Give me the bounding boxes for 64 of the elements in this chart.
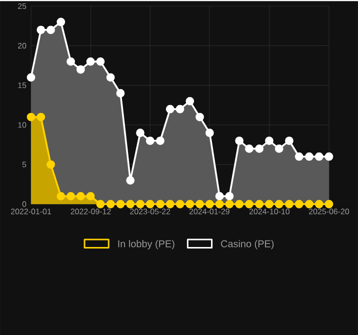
point: [36, 112, 46, 122]
point: [76, 192, 85, 200]
point: [146, 136, 154, 145]
point: [126, 176, 135, 185]
point: [196, 112, 204, 122]
point: [66, 192, 75, 200]
point: [225, 192, 234, 200]
point: [116, 200, 125, 208]
point: [186, 96, 194, 106]
point: [215, 192, 224, 200]
point: [26, 112, 36, 122]
point: [245, 144, 254, 153]
point: [26, 73, 36, 82]
point: [46, 26, 55, 34]
point: [265, 136, 274, 145]
point: [285, 136, 294, 145]
point: [265, 200, 274, 208]
point: [56, 192, 66, 200]
point: [274, 144, 284, 153]
point: [86, 57, 95, 66]
point: [294, 152, 304, 161]
point: [294, 200, 304, 208]
point: [324, 152, 334, 161]
point: [136, 128, 144, 137]
point: [96, 57, 105, 66]
point: [324, 200, 334, 208]
point: [156, 200, 164, 208]
point: [96, 200, 105, 208]
point: [176, 104, 184, 114]
point: [255, 144, 264, 153]
point: [56, 18, 66, 26]
point: [116, 88, 125, 98]
point: [314, 152, 324, 161]
point: [126, 200, 135, 208]
point: [305, 152, 314, 161]
legend-label: Casino (PE): [221, 240, 274, 250]
point: [166, 200, 174, 208]
point: [176, 200, 184, 208]
point: [274, 200, 284, 208]
point: [136, 200, 144, 208]
point: [314, 200, 324, 208]
point: [66, 57, 75, 66]
point: [166, 104, 174, 114]
point: [235, 200, 244, 208]
point: [46, 160, 55, 169]
point: [205, 128, 214, 137]
point: [146, 200, 154, 208]
point: [245, 200, 254, 208]
point: [305, 200, 314, 208]
point: [86, 192, 95, 200]
point: [225, 200, 234, 208]
point: [106, 200, 115, 208]
point: [186, 200, 194, 208]
point: [215, 200, 224, 208]
point: [196, 200, 204, 208]
point: [285, 200, 294, 208]
legend-label: In lobby (PE): [118, 240, 174, 250]
point: [76, 65, 85, 74]
point: [255, 200, 264, 208]
point: [235, 136, 244, 145]
point: [156, 136, 164, 145]
point: [106, 73, 115, 82]
point: [205, 200, 214, 208]
point: [36, 26, 46, 34]
